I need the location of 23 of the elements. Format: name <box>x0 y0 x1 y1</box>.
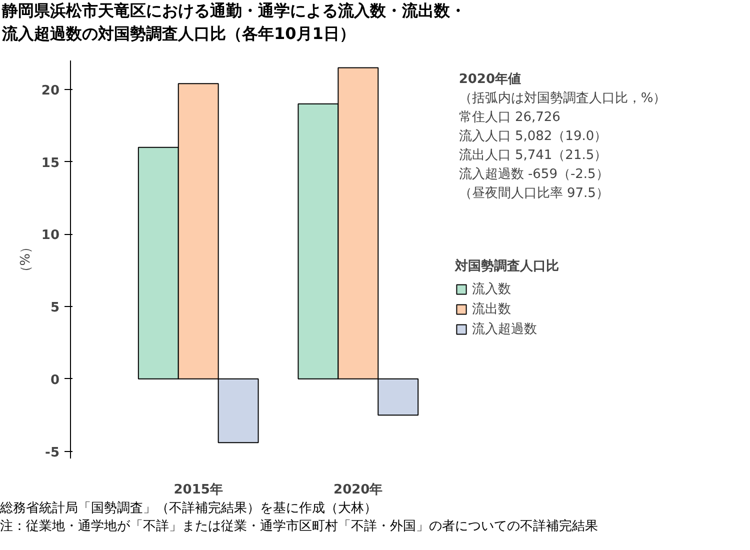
legend-label: 流入数 <box>472 281 511 298</box>
x-tick-label: 2015年 <box>174 482 223 498</box>
text: 注：従業地・通学地が「不詳」または従業・通学市区町村「不詳・外国」の者についての不詳補完結果 <box>0 518 598 536</box>
y-tick-label: 15 <box>41 156 60 171</box>
text: 流出人口 5,741（21.5） <box>458 147 608 164</box>
y-tick-label: 0 <box>50 372 60 388</box>
text: （昼夜間人口比率 97.5） <box>458 185 609 202</box>
legend-label: 流入超過数 <box>472 321 537 338</box>
legend-title: 対国勢調査人口比 <box>455 258 559 275</box>
chart-title: 静岡県浜松市天竜区における通勤・通学による流入数・流出数・流入超過数の対国勢調査人口比（各年10月1日） <box>2 0 467 45</box>
y-axis-title: （%） <box>18 240 34 279</box>
legend-label: 流出数 <box>472 301 511 318</box>
y-tick-label: 20 <box>41 83 60 98</box>
text: 2020年値 <box>458 72 522 88</box>
text: （括弧内は対国勢調査人口比，%） <box>458 90 666 106</box>
text: 流入人口 5,082（19.0） <box>458 128 608 144</box>
y-tick-label: 10 <box>41 228 60 244</box>
text: 流入超過数 -659（-2.5） <box>458 166 609 182</box>
x-tick-label: 2020年 <box>334 482 383 498</box>
y-tick-label: 5 <box>50 300 60 316</box>
text: 総務省統計局「国勢調査」（不詳補完結果）を基に作成（大林） <box>0 500 377 518</box>
y-tick-label: -5 <box>45 445 60 460</box>
text: 常住人口 26,726 <box>458 110 560 126</box>
